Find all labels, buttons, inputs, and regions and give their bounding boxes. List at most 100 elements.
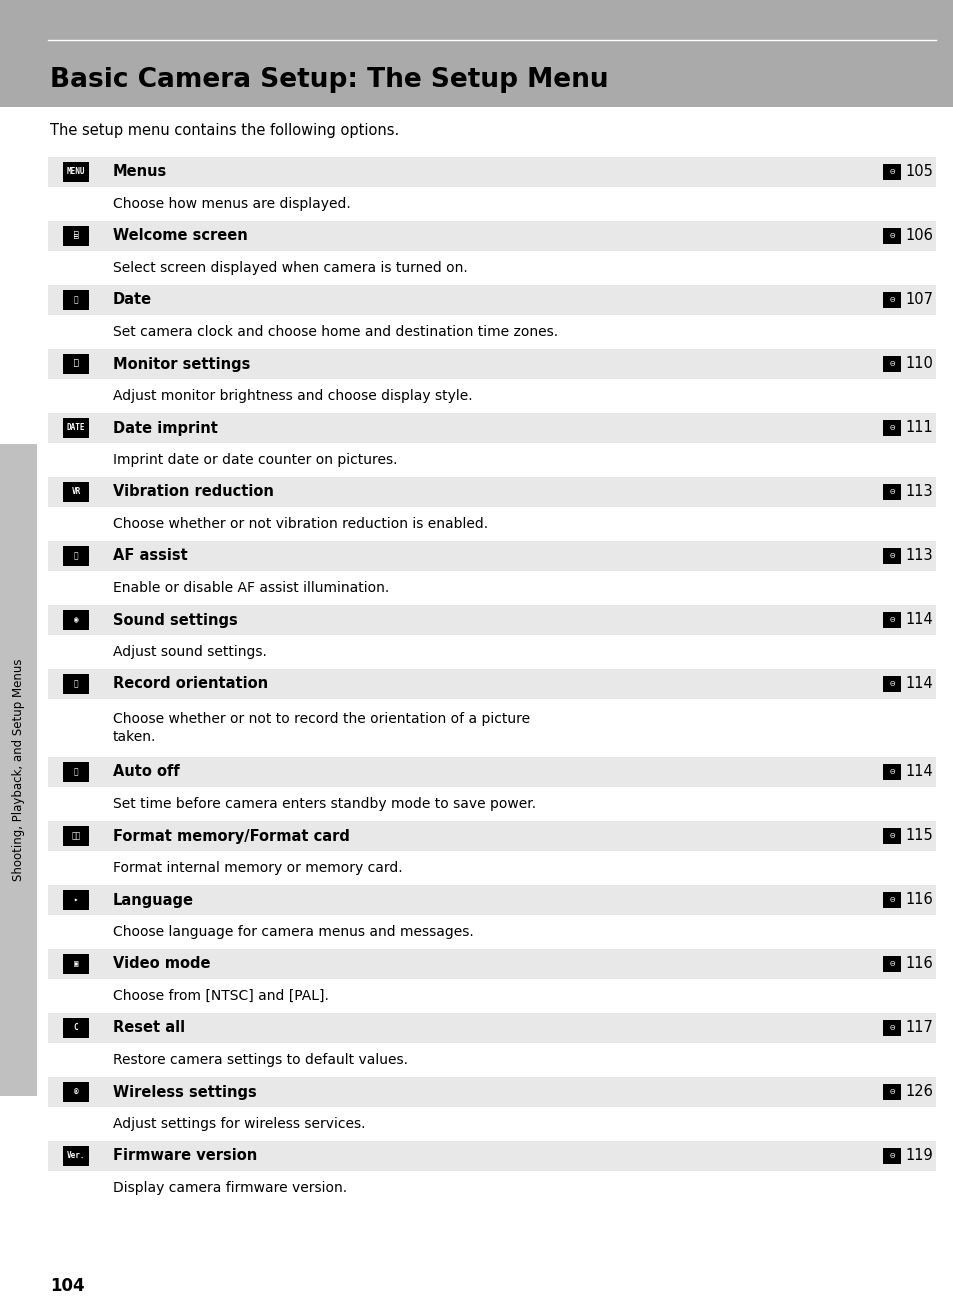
Bar <box>63 162 89 183</box>
Bar <box>882 828 900 844</box>
Text: Auto off: Auto off <box>112 765 179 779</box>
Bar <box>63 226 89 246</box>
Text: ◉: ◉ <box>73 615 78 624</box>
Bar <box>63 353 89 374</box>
Text: Ver.: Ver. <box>67 1151 85 1160</box>
Bar <box>63 890 89 911</box>
Text: 104: 104 <box>50 1277 85 1296</box>
Text: The setup menu contains the following options.: The setup menu contains the following op… <box>50 122 399 138</box>
Text: Θ: Θ <box>888 361 894 367</box>
Bar <box>63 547 89 566</box>
Bar <box>0 444 37 1096</box>
Bar <box>48 315 935 350</box>
Text: Wireless settings: Wireless settings <box>112 1084 256 1100</box>
Text: Set time before camera enters standby mode to save power.: Set time before camera enters standby mo… <box>112 798 536 811</box>
Text: C: C <box>73 1024 78 1033</box>
Text: 114: 114 <box>904 612 932 628</box>
Text: ⋙: ⋙ <box>73 552 78 561</box>
Text: Choose from [NTSC] and [PAL].: Choose from [NTSC] and [PAL]. <box>112 989 329 1003</box>
Bar <box>882 292 900 307</box>
Bar <box>63 610 89 629</box>
Bar <box>48 572 935 604</box>
Bar <box>48 886 935 915</box>
Bar <box>63 762 89 782</box>
Text: Adjust sound settings.: Adjust sound settings. <box>112 645 267 660</box>
Text: Θ: Θ <box>888 833 894 840</box>
Text: Θ: Θ <box>888 424 894 431</box>
Text: 113: 113 <box>904 485 932 499</box>
Bar <box>0 0 953 106</box>
Bar <box>48 604 935 635</box>
Bar <box>48 507 935 541</box>
Text: 110: 110 <box>904 356 932 372</box>
Text: 106: 106 <box>904 229 932 243</box>
Bar <box>48 669 935 699</box>
Bar <box>48 1077 935 1106</box>
Bar <box>882 1084 900 1100</box>
Bar <box>48 378 935 413</box>
Bar <box>63 674 89 694</box>
Bar <box>63 954 89 974</box>
Text: 119: 119 <box>904 1148 932 1163</box>
Bar <box>48 187 935 221</box>
Text: Θ: Θ <box>888 297 894 304</box>
Bar <box>48 413 935 443</box>
Text: ▸: ▸ <box>73 896 78 904</box>
Text: Θ: Θ <box>888 961 894 967</box>
Bar <box>63 1081 89 1102</box>
Text: Set camera clock and choose home and destination time zones.: Set camera clock and choose home and des… <box>112 325 558 339</box>
Text: ®: ® <box>73 1088 78 1096</box>
Text: ⌛: ⌛ <box>73 296 78 305</box>
Bar <box>882 957 900 972</box>
Text: 115: 115 <box>904 829 932 844</box>
Bar <box>63 1146 89 1166</box>
Text: Record orientation: Record orientation <box>112 677 268 691</box>
Text: Format memory/Format card: Format memory/Format card <box>112 829 350 844</box>
Text: Θ: Θ <box>888 170 894 175</box>
Text: Choose language for camera menus and messages.: Choose language for camera menus and mes… <box>112 925 474 940</box>
Bar <box>48 156 935 187</box>
Text: Enable or disable AF assist illumination.: Enable or disable AF assist illumination… <box>112 581 389 595</box>
Text: 114: 114 <box>904 677 932 691</box>
Text: Θ: Θ <box>888 618 894 623</box>
Text: 126: 126 <box>904 1084 932 1100</box>
Text: 105: 105 <box>904 164 932 180</box>
Text: Shooting, Playback, and Setup Menus: Shooting, Playback, and Setup Menus <box>12 658 25 882</box>
Bar <box>882 420 900 436</box>
Text: Firmware version: Firmware version <box>112 1148 257 1163</box>
Text: Θ: Θ <box>888 553 894 558</box>
Bar <box>48 251 935 285</box>
Bar <box>48 1171 935 1205</box>
Text: 116: 116 <box>904 957 932 971</box>
Text: Θ: Θ <box>888 1152 894 1159</box>
Bar <box>48 285 935 315</box>
Bar <box>48 477 935 507</box>
Text: Video mode: Video mode <box>112 957 211 971</box>
Bar <box>48 1141 935 1171</box>
Text: Vibration reduction: Vibration reduction <box>112 485 274 499</box>
Text: ⏹: ⏹ <box>73 767 78 777</box>
Bar <box>882 1148 900 1164</box>
Text: ⌸: ⌸ <box>73 231 78 240</box>
Text: DATE: DATE <box>67 423 85 432</box>
Bar <box>48 350 935 378</box>
Bar <box>63 418 89 438</box>
Bar <box>48 851 935 886</box>
Text: Choose how menus are displayed.: Choose how menus are displayed. <box>112 197 351 212</box>
Bar <box>63 482 89 502</box>
Bar <box>882 892 900 908</box>
Bar <box>48 1043 935 1077</box>
Text: Θ: Θ <box>888 681 894 687</box>
Text: Θ: Θ <box>888 769 894 775</box>
Text: Format internal memory or memory card.: Format internal memory or memory card. <box>112 861 402 875</box>
Text: Sound settings: Sound settings <box>112 612 237 628</box>
Text: Θ: Θ <box>888 1089 894 1095</box>
Text: Menus: Menus <box>112 164 167 180</box>
Text: Adjust settings for wireless services.: Adjust settings for wireless services. <box>112 1117 365 1131</box>
Text: 111: 111 <box>904 420 932 435</box>
Bar <box>48 915 935 949</box>
Bar <box>48 541 935 572</box>
Text: Select screen displayed when camera is turned on.: Select screen displayed when camera is t… <box>112 261 467 275</box>
Bar <box>48 635 935 669</box>
Text: Θ: Θ <box>888 1025 894 1031</box>
